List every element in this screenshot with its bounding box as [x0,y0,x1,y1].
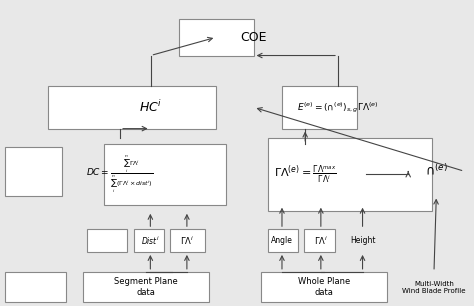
FancyBboxPatch shape [179,19,254,55]
FancyBboxPatch shape [82,272,209,302]
FancyBboxPatch shape [87,229,127,252]
FancyBboxPatch shape [170,229,205,252]
Text: Angle: Angle [271,236,293,245]
Text: $\cap^{(e)}$: $\cap^{(e)}$ [425,164,448,179]
FancyBboxPatch shape [5,272,66,302]
FancyBboxPatch shape [268,229,298,252]
FancyBboxPatch shape [282,86,357,129]
Text: Height: Height [350,236,375,245]
Text: $HC^{i}$: $HC^{i}$ [139,99,162,115]
Text: $E^{(e)} = (\cap^{(e)})_{s,g}\Gamma\Lambda^{(e)}$: $E^{(e)} = (\cap^{(e)})_{s,g}\Gamma\Lamb… [297,100,379,114]
FancyBboxPatch shape [268,138,432,211]
Text: $\Gamma\Lambda^{i}$: $\Gamma\Lambda^{i}$ [180,234,194,247]
FancyBboxPatch shape [47,86,216,129]
Text: Segment Plane
data: Segment Plane data [114,277,178,297]
Text: $\Gamma\Lambda^{(e)} = \frac{\Gamma\Lambda^{max}}{\Gamma\Lambda^{i}}$: $\Gamma\Lambda^{(e)} = \frac{\Gamma\Lamb… [274,163,337,185]
Text: Whole Plane
data: Whole Plane data [298,277,350,297]
Text: $Dist^{i}$: $Dist^{i}$ [141,234,160,247]
FancyBboxPatch shape [5,147,62,196]
FancyBboxPatch shape [134,229,164,252]
Text: COE: COE [240,31,267,44]
Text: $\Gamma\Lambda^{i}$: $\Gamma\Lambda^{i}$ [314,234,328,247]
FancyBboxPatch shape [104,144,226,205]
Text: Multi-Width
Wind Blade Profile: Multi-Width Wind Blade Profile [402,281,466,293]
Text: $DC = \frac{\sum_{i}^{n}\Gamma\Lambda^{i}}{\sum_{i}^{n}(\Gamma\Lambda^{i} \times: $DC = \frac{\sum_{i}^{n}\Gamma\Lambda^{i… [86,154,154,195]
FancyBboxPatch shape [261,272,387,302]
FancyBboxPatch shape [304,229,335,252]
